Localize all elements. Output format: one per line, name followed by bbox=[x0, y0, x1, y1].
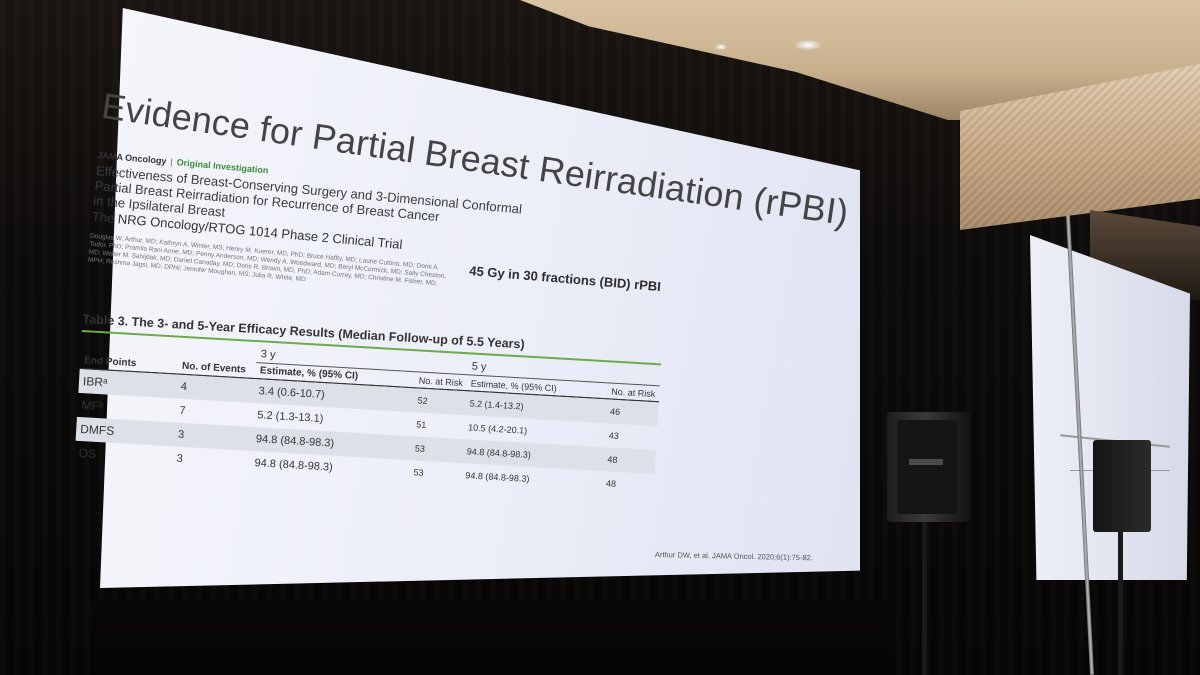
risk-5y-cell: 48 bbox=[605, 478, 617, 489]
ceiling-light bbox=[795, 40, 821, 50]
risk-5y-cell: 46 bbox=[605, 398, 659, 427]
risk-5y-cell: 48 bbox=[602, 447, 656, 475]
events-cell: 3 bbox=[176, 452, 184, 465]
speaker-badge bbox=[909, 459, 943, 465]
loudspeaker bbox=[887, 412, 971, 522]
journal-separator: | bbox=[169, 156, 174, 167]
ceiling-light bbox=[715, 44, 727, 50]
stage-floor bbox=[90, 600, 890, 675]
risk-5y-cell: 43 bbox=[608, 430, 620, 442]
speaker-stand bbox=[922, 522, 927, 675]
risk-3y-cell: 53 bbox=[413, 467, 424, 478]
speaker-grille bbox=[897, 420, 957, 514]
risk-3y-cell: 53 bbox=[410, 436, 464, 464]
speaker-stand bbox=[1118, 532, 1123, 675]
risk-3y-cell: 52 bbox=[413, 387, 467, 416]
main-projection-screen bbox=[100, 8, 860, 588]
loudspeaker bbox=[1093, 440, 1151, 532]
risk-3y-cell: 51 bbox=[416, 419, 427, 430]
